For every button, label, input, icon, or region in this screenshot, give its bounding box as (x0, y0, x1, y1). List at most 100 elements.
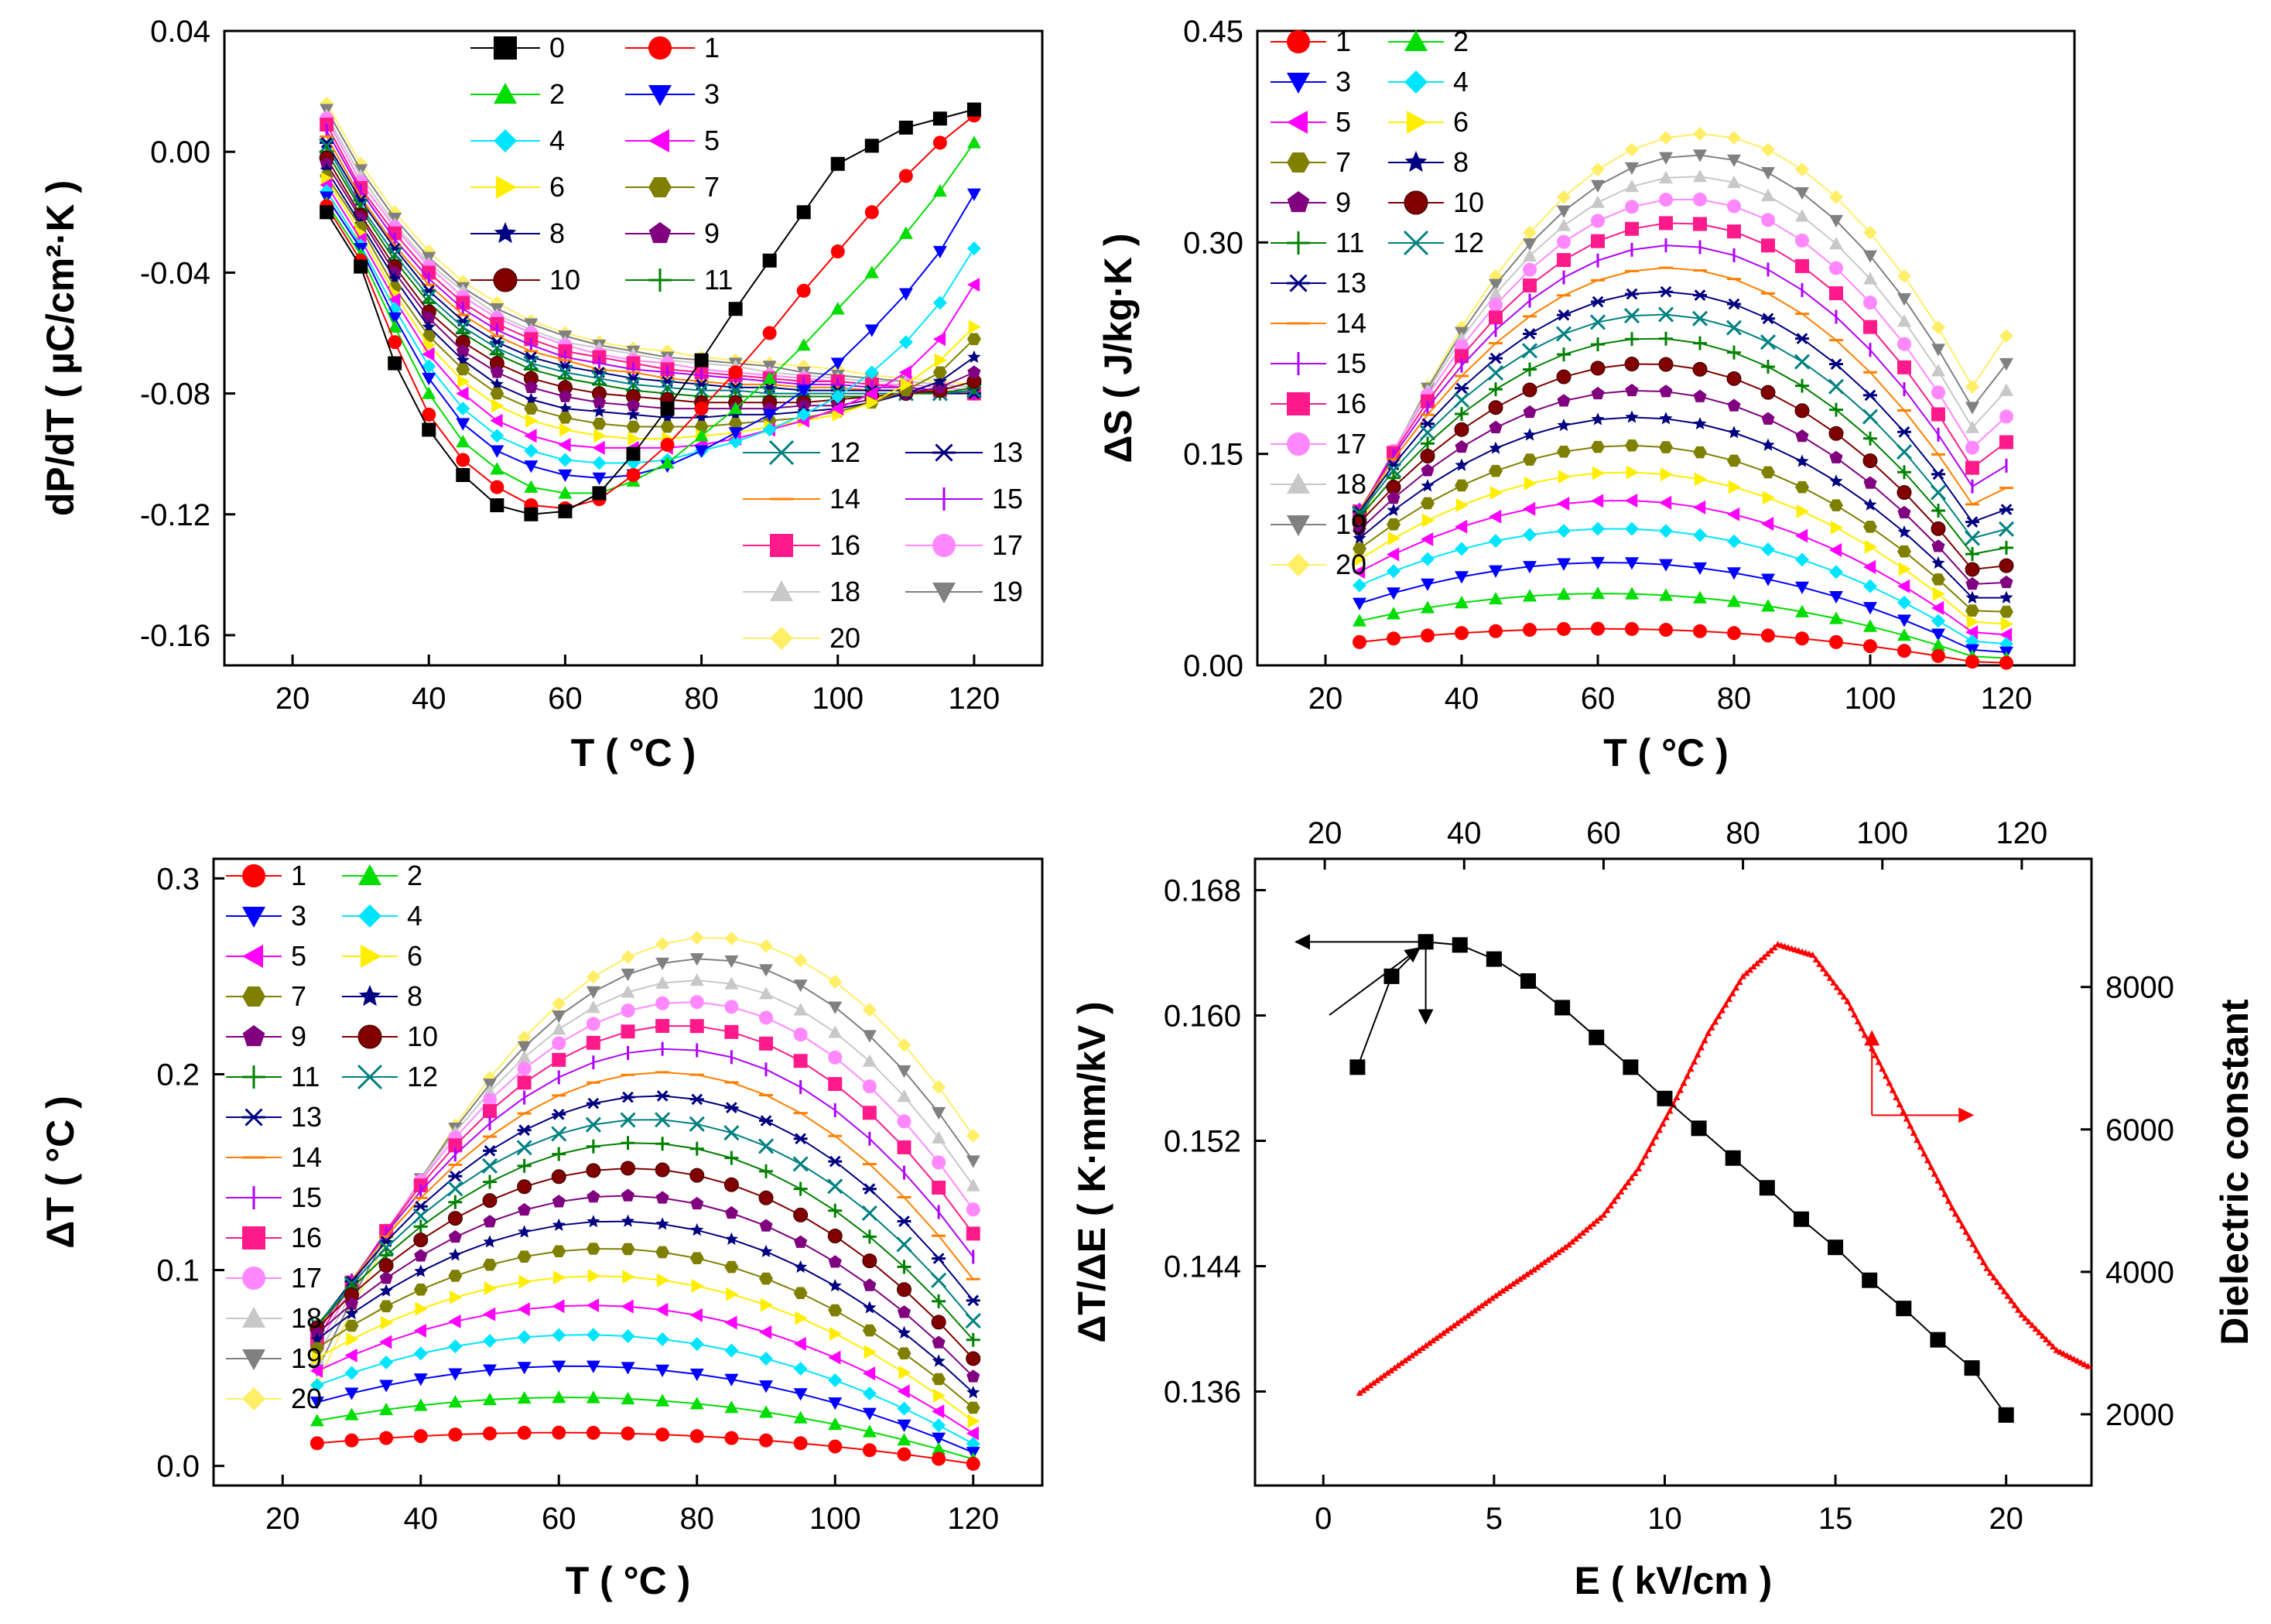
data-marker (1863, 521, 1877, 533)
data-marker (586, 1163, 601, 1178)
data-marker (621, 1362, 635, 1375)
panel-a-series-5 (320, 178, 980, 455)
data-marker (412, 1208, 429, 1224)
dtde-marker (1589, 1029, 1605, 1045)
dielectric-marker (1948, 1204, 1956, 1211)
data-marker (1625, 494, 1638, 508)
dielectric-marker (1851, 1011, 1859, 1018)
panel-b-series-5 (1353, 494, 2013, 642)
data-marker (796, 338, 811, 351)
dielectric-marker (1900, 1108, 1907, 1115)
data-marker (1421, 497, 1435, 510)
data-marker (1455, 439, 1469, 453)
legend-label: 12 (829, 436, 860, 468)
data-marker (691, 1279, 704, 1294)
data-marker (828, 1350, 841, 1365)
data-marker (932, 183, 947, 197)
data-marker (660, 456, 675, 469)
data-marker (1489, 382, 1503, 397)
panel-b-x-ticks: 20 40 60 80 100 120 (1308, 655, 2032, 716)
data-marker (621, 1024, 635, 1039)
data-marker (558, 469, 573, 482)
data-marker (413, 1429, 428, 1444)
data-marker (932, 1354, 946, 1367)
data-marker (558, 402, 572, 415)
legend-label: 5 (1336, 106, 1351, 138)
data-marker (1694, 472, 1707, 487)
data-marker (762, 409, 777, 422)
data-marker (793, 1133, 808, 1145)
data-marker (1727, 567, 1741, 580)
data-marker (1421, 552, 1435, 566)
panel-a-ylabel: dP/dT ( µC/cm²·K ) (39, 180, 82, 516)
panel-a-frame (223, 29, 1044, 667)
data-marker (1931, 385, 1945, 400)
legend-marker (770, 627, 793, 650)
dielectric-marker (1544, 1256, 1551, 1263)
data-marker (828, 974, 843, 989)
dielectric-marker (1715, 1012, 1722, 1020)
data-marker (723, 1177, 739, 1192)
dielectric-marker (1363, 1384, 1370, 1391)
legend-item: 16 (1271, 388, 1366, 419)
legend-marker (1287, 473, 1310, 494)
data-marker (1727, 534, 1741, 549)
data-marker (1557, 394, 1571, 407)
data-marker (897, 1260, 911, 1274)
data-marker (422, 359, 436, 374)
dielectric-marker (1955, 1216, 1963, 1223)
dielectric-marker (1478, 1302, 1486, 1309)
legend-label: 19 (992, 576, 1023, 607)
dielectric-marker (1565, 1241, 1572, 1248)
data-marker (1795, 162, 1809, 176)
data-marker (1693, 389, 1707, 402)
dielectric-marker (1513, 1277, 1520, 1284)
legend-marker (648, 85, 672, 106)
x-tick-label: 10 (1647, 1502, 1682, 1536)
data-marker (1591, 440, 1605, 453)
data-marker (655, 976, 670, 989)
data-marker (1829, 474, 1843, 487)
data-marker (1693, 149, 1707, 162)
dielectric-marker (1976, 1253, 1984, 1260)
data-marker (655, 1302, 669, 1317)
legend-item: 15 (226, 1181, 322, 1213)
data-marker (1591, 179, 1605, 193)
data-marker (346, 1332, 359, 1346)
data-marker (1659, 623, 1673, 638)
legend-item: 8 (342, 980, 422, 1012)
data-marker (552, 1195, 566, 1208)
data-marker (1387, 518, 1401, 531)
data-line (316, 1275, 974, 1422)
data-marker (1353, 578, 1366, 593)
data-marker (828, 1397, 843, 1410)
data-marker (1829, 590, 1843, 604)
data-marker (422, 386, 436, 399)
data-marker (310, 1414, 324, 1427)
data-marker (551, 1126, 567, 1142)
x-tick-label: 40 (412, 682, 446, 716)
dielectric-marker (1401, 1356, 1409, 1364)
y-tick-label: 0.144 (1164, 1250, 1241, 1284)
data-marker (759, 964, 773, 977)
legend-item: 7 (226, 980, 306, 1012)
dielectric-marker (1534, 1263, 1541, 1270)
legend-label: 11 (291, 1061, 320, 1092)
data-marker (864, 265, 879, 279)
legend-marker (242, 1349, 265, 1370)
dielectric-marker (2053, 1346, 2061, 1353)
data-marker (690, 1196, 704, 1210)
legend-label: 2 (549, 78, 565, 110)
data-marker (1932, 586, 1945, 601)
data-marker (1659, 524, 1673, 538)
data-marker (483, 1307, 496, 1321)
data-marker (1523, 453, 1537, 466)
data-marker (413, 1398, 428, 1411)
data-marker (793, 1181, 808, 1196)
dielectric-marker (1812, 956, 1820, 962)
data-marker (552, 1036, 566, 1051)
dielectric-marker (1596, 1214, 1604, 1221)
data-line (326, 178, 975, 440)
dielectric-marker (1523, 1270, 1531, 1277)
panel-a-x-ticks: 20 40 60 80 100 120 (275, 655, 1000, 716)
